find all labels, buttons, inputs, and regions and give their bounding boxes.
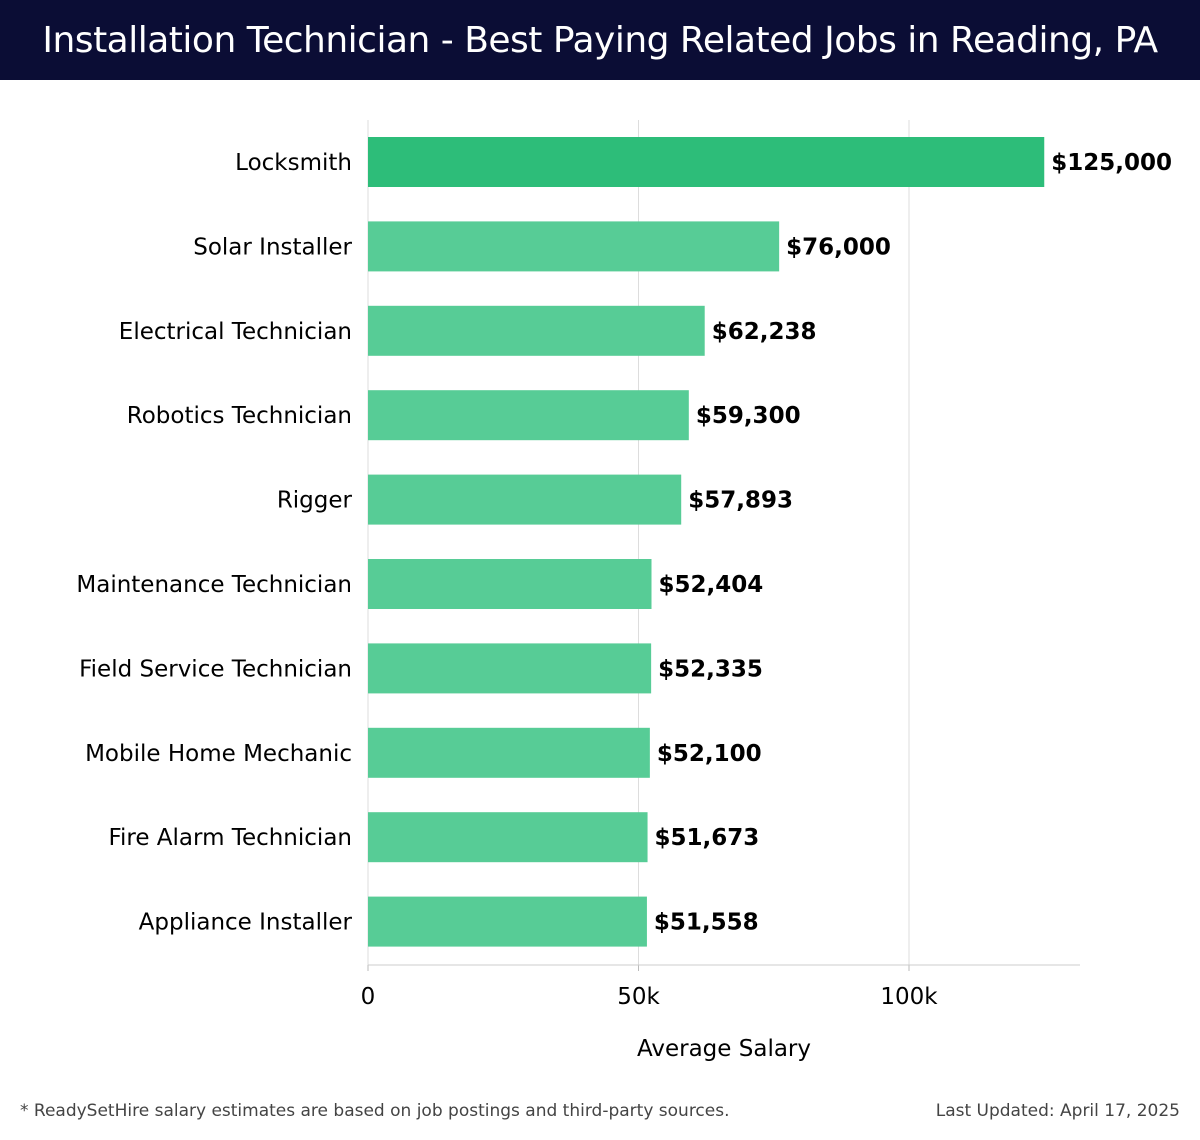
category-label: Mobile Home Mechanic — [85, 741, 352, 767]
x-tick-label: 50k — [617, 984, 660, 1010]
value-label: $62,238 — [712, 319, 817, 345]
category-label: Electrical Technician — [119, 319, 352, 345]
bar — [368, 221, 780, 272]
bar — [368, 137, 1045, 187]
category-label: Solar Installer — [193, 234, 352, 260]
value-label: $59,300 — [696, 403, 801, 429]
chart-title: Installation Technician - Best Paying Re… — [42, 19, 1158, 61]
salary-bar-chart: Locksmith Solar Installer Electrical Techn… — [76, 120, 1172, 1062]
footer-note: * ReadySetHire salary estimates are base… — [20, 1101, 730, 1121]
category-label: Rigger — [277, 488, 353, 514]
category-label: Field Service Technician — [79, 656, 352, 682]
bar — [368, 559, 652, 609]
bar — [368, 474, 682, 525]
value-label: $125,000 — [1051, 150, 1172, 176]
value-label: $51,673 — [655, 825, 760, 851]
value-label: $76,000 — [786, 234, 891, 260]
category-label: Appliance Installer — [139, 910, 353, 936]
value-label: $57,893 — [688, 488, 793, 514]
x-tick-label: 100k — [880, 984, 938, 1010]
category-labels: Locksmith Solar Installer Electrical Techn… — [76, 150, 352, 936]
value-label: $52,335 — [658, 656, 763, 682]
value-label: $52,404 — [659, 572, 764, 598]
bar — [368, 305, 705, 356]
bar — [368, 896, 647, 947]
chart-header: Installation Technician - Best Paying Re… — [0, 0, 1200, 80]
x-axis: 0 50k 100k — [361, 964, 1080, 1010]
bar — [368, 727, 650, 778]
x-axis-title: Average Salary — [637, 1036, 811, 1062]
value-label: $52,100 — [657, 741, 762, 767]
bar — [368, 390, 689, 441]
value-labels: $125,000 $76,000 $62,238 $59,300 $57,893 $52,… — [654, 150, 1172, 936]
value-label: $51,558 — [654, 910, 759, 936]
category-label: Maintenance Technician — [76, 572, 352, 598]
category-label: Locksmith — [235, 150, 352, 176]
x-tick-label: 0 — [361, 984, 376, 1010]
last-updated: Last Updated: April 17, 2025 — [935, 1101, 1180, 1121]
bar — [368, 643, 652, 694]
category-label: Fire Alarm Technician — [108, 825, 352, 851]
bar — [368, 812, 648, 863]
category-label: Robotics Technician — [127, 403, 352, 429]
bars — [368, 137, 1045, 947]
